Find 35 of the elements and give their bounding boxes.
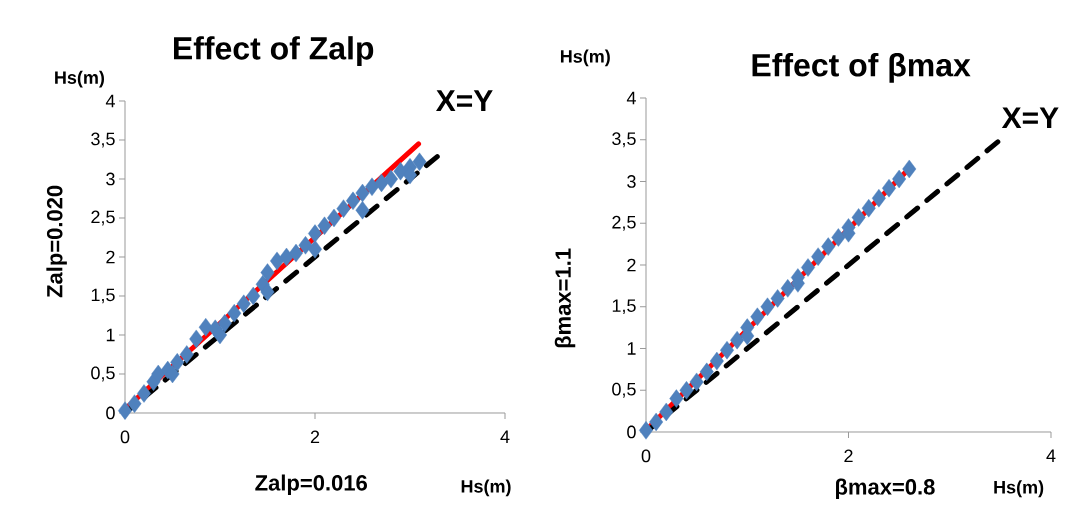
text: Hs(m) [461, 479, 511, 497]
x-axis-title: Zalp=0.016 [255, 474, 367, 495]
text: Hs(m) [560, 49, 610, 67]
y-tick-label: 1 [106, 328, 115, 342]
annotation: X=Y [1001, 107, 1059, 129]
y-tick-label: 4 [105, 94, 115, 108]
y-tick-label: 0 [106, 406, 115, 420]
y-tick-label: 2 [627, 258, 636, 272]
y-axis-title: Zalp=0.020 [46, 185, 67, 298]
x-tick-label: 4 [500, 430, 510, 443]
y-tick-label: 3,5 [91, 132, 115, 148]
y-axis-title: βmax=1.1 [554, 248, 576, 348]
y-tick-label: 3 [106, 172, 115, 186]
y-tick-label: 3 [627, 175, 636, 188]
text: Hs(m) [55, 70, 105, 88]
y-tick-label: 0,5 [91, 366, 115, 382]
y-tick-label: 2,5 [612, 215, 636, 231]
text: Hs(m) [994, 480, 1044, 498]
y-tick-label: 4 [626, 91, 636, 105]
y-tick-label: 2 [106, 250, 115, 264]
chart-title: Effect of Zalp [174, 36, 374, 66]
x-axis-title: βmax=0.8 [836, 478, 935, 500]
x-tick-label: 2 [310, 430, 320, 444]
x-tick-label: 4 [1046, 449, 1056, 462]
y-tick-label: 1 [627, 342, 636, 355]
y-tick-label: 1,5 [91, 288, 115, 304]
y-tick-label: 2,5 [91, 210, 115, 226]
y-tick-label: 1,5 [612, 299, 636, 315]
x-tick-label: 2 [844, 449, 853, 463]
x-tick-label: 0 [641, 449, 651, 463]
chart-title: Effect of βmax [752, 53, 971, 83]
annotation: X=Y [436, 90, 493, 111]
y-tick-label: 0,5 [612, 382, 636, 398]
y-tick-label: 3,5 [612, 132, 636, 148]
x-tick-label: 0 [120, 430, 130, 444]
